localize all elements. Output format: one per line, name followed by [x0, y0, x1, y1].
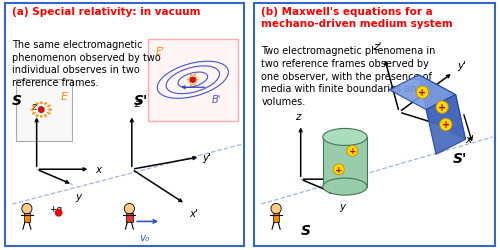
FancyBboxPatch shape	[148, 40, 238, 121]
Text: z': z'	[134, 99, 142, 109]
Text: E: E	[61, 92, 68, 102]
Circle shape	[54, 209, 62, 217]
Text: z: z	[296, 111, 301, 121]
Text: x': x'	[466, 135, 474, 145]
Text: y': y'	[457, 60, 466, 70]
Text: The same electromagnetic
phenomenon observed by two
individual observes in two
r: The same electromagnetic phenomenon obse…	[12, 40, 161, 88]
Text: +: +	[418, 88, 426, 98]
Ellipse shape	[323, 129, 367, 146]
Text: S: S	[300, 223, 310, 237]
Circle shape	[436, 102, 448, 114]
Text: B': B'	[212, 95, 222, 104]
Text: (a) Special relativity: in vacuum: (a) Special relativity: in vacuum	[12, 8, 201, 18]
Text: x: x	[95, 164, 102, 174]
Text: (b) Maxwell's equations for a
mechano-driven medium system: (b) Maxwell's equations for a mechano-dr…	[262, 8, 453, 29]
Text: x': x'	[189, 208, 198, 218]
Circle shape	[124, 204, 134, 214]
Bar	[126, 214, 132, 222]
Circle shape	[347, 146, 358, 157]
Circle shape	[38, 107, 44, 114]
Polygon shape	[419, 76, 466, 140]
Text: +: +	[438, 103, 446, 113]
Text: z': z'	[374, 42, 382, 52]
Text: x: x	[360, 174, 366, 184]
Circle shape	[416, 87, 428, 99]
Text: +: +	[442, 120, 450, 130]
FancyBboxPatch shape	[5, 4, 244, 246]
Text: S': S'	[134, 93, 148, 107]
Text: S: S	[12, 93, 22, 107]
Bar	[323, 137, 367, 187]
Text: +: +	[348, 147, 356, 156]
Ellipse shape	[323, 178, 367, 195]
Text: y: y	[75, 191, 81, 201]
Bar	[24, 214, 30, 222]
Text: y': y'	[202, 152, 211, 162]
Circle shape	[440, 119, 452, 131]
Polygon shape	[390, 76, 456, 110]
Circle shape	[190, 77, 196, 84]
Text: S': S'	[453, 151, 468, 165]
Circle shape	[22, 204, 32, 214]
FancyBboxPatch shape	[254, 4, 495, 246]
FancyBboxPatch shape	[16, 79, 72, 141]
Polygon shape	[426, 95, 466, 155]
Text: Two electromagnetic phenomena in
two reference frames observed by
one observer, : Two electromagnetic phenomena in two ref…	[262, 46, 436, 107]
Text: y: y	[340, 201, 345, 211]
Text: +q: +q	[49, 205, 62, 214]
Text: +: +	[335, 165, 342, 174]
Bar	[272, 214, 280, 222]
Text: z: z	[32, 102, 37, 112]
Circle shape	[271, 204, 281, 214]
Circle shape	[334, 164, 344, 175]
Text: v₀: v₀	[139, 232, 149, 242]
Text: E': E'	[156, 47, 165, 57]
